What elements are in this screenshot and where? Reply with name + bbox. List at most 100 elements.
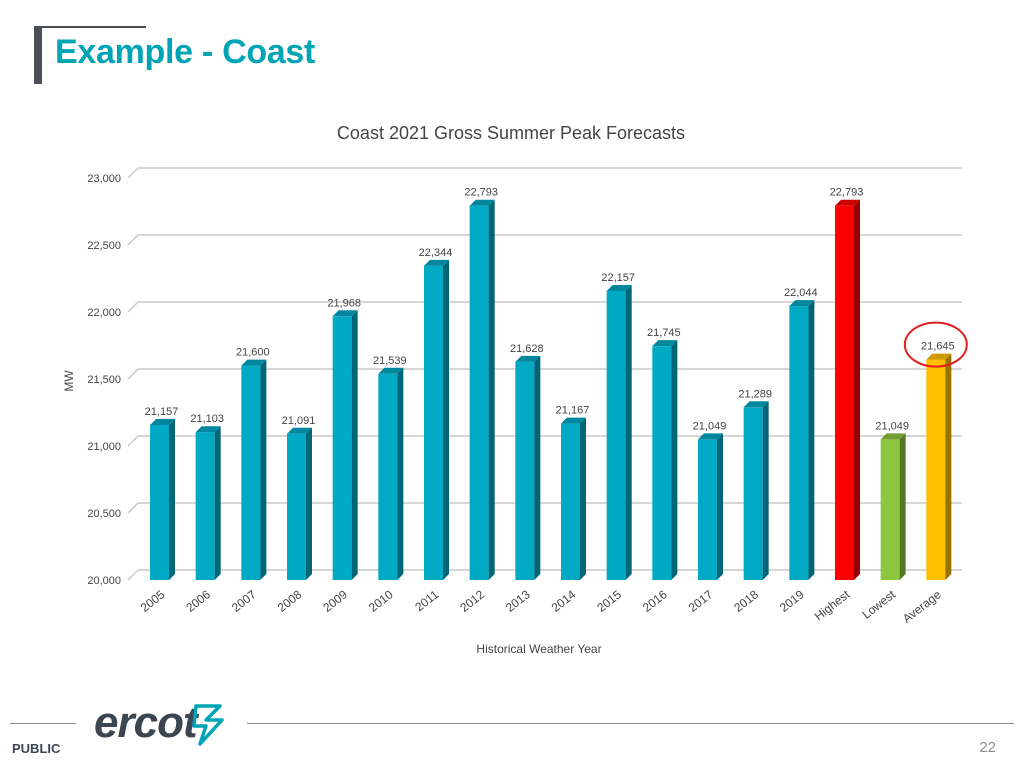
bar-2015 bbox=[606, 284, 632, 580]
page-title: Example - Coast bbox=[55, 33, 316, 71]
x-tick-label: Highest bbox=[812, 587, 853, 623]
bar-top bbox=[287, 427, 312, 434]
x-tick-label: 2016 bbox=[640, 587, 670, 615]
x-tick-label: 2015 bbox=[594, 587, 624, 615]
bar-front bbox=[424, 265, 443, 580]
bar-front bbox=[789, 306, 809, 580]
y-tick-label: 20,000 bbox=[87, 575, 121, 587]
bar-side bbox=[671, 340, 678, 580]
bar-top bbox=[926, 353, 952, 360]
bar-chart: Coast 2021 Gross Summer Peak Forecasts 2… bbox=[62, 123, 968, 656]
bar-side bbox=[625, 284, 632, 580]
bar-front bbox=[835, 205, 854, 580]
data-label: 21,745 bbox=[647, 327, 681, 339]
data-label: 21,157 bbox=[145, 406, 179, 418]
x-axis-label: Historical Weather Year bbox=[476, 642, 601, 656]
bar-front bbox=[150, 424, 169, 580]
bar-2006 bbox=[195, 426, 221, 580]
bar-top bbox=[789, 300, 815, 307]
bar-top bbox=[606, 284, 632, 291]
bar-top bbox=[515, 355, 541, 362]
chart-title: Coast 2021 Gross Summer Peak Forecasts bbox=[337, 123, 685, 143]
bar-2010 bbox=[378, 367, 404, 580]
bar-lowest bbox=[880, 433, 906, 580]
bar-2007 bbox=[241, 359, 267, 580]
x-tick-label: 2005 bbox=[138, 587, 168, 615]
data-label: 21,968 bbox=[327, 297, 361, 309]
bar-front bbox=[195, 432, 215, 580]
bar-side bbox=[306, 427, 312, 580]
data-label: 22,344 bbox=[419, 247, 453, 259]
footer-rule-left bbox=[10, 723, 76, 724]
bar-side bbox=[899, 433, 906, 580]
gridline-depth bbox=[127, 368, 139, 380]
y-axis-ticks: 20,000 20,500 21,000 21,500 22,000 22,500 23,0… bbox=[87, 173, 121, 587]
data-label: 21,645 bbox=[921, 341, 955, 353]
x-tick-label: 2017 bbox=[686, 587, 716, 615]
bar-front bbox=[469, 205, 489, 580]
bar-front bbox=[515, 361, 535, 580]
bar-side bbox=[488, 199, 495, 580]
bar-top bbox=[561, 417, 586, 424]
bar-side bbox=[214, 426, 221, 580]
y-tick-label: 22,000 bbox=[87, 307, 121, 319]
bar-side bbox=[443, 259, 449, 580]
bar-front bbox=[332, 316, 352, 580]
bar-2017 bbox=[698, 433, 723, 580]
x-tick-label: 2018 bbox=[731, 587, 761, 615]
x-tick-label: 2012 bbox=[457, 587, 487, 615]
x-tick-label: 2006 bbox=[183, 587, 213, 615]
x-tick-label: 2010 bbox=[366, 587, 396, 615]
bar-2011 bbox=[424, 259, 449, 580]
bar-2019 bbox=[789, 300, 815, 580]
bar-side bbox=[580, 417, 586, 580]
bar-side bbox=[351, 310, 358, 580]
bar-side bbox=[397, 367, 404, 580]
x-tick-label: 2008 bbox=[275, 587, 305, 615]
x-axis-ticks: 2005 2006 2007 2008 2009 2010 2011 2012 2013 2014… bbox=[138, 587, 944, 626]
x-tick-label: 2013 bbox=[503, 587, 533, 615]
x-tick-label: 2007 bbox=[229, 587, 259, 615]
bar-side bbox=[169, 418, 175, 580]
bar-front bbox=[880, 439, 900, 580]
data-label: 22,157 bbox=[601, 272, 635, 284]
gridline-depth bbox=[127, 167, 139, 179]
bar-side bbox=[260, 359, 267, 580]
bar-average bbox=[926, 353, 952, 580]
data-label: 21,628 bbox=[510, 343, 544, 355]
bar-2005 bbox=[150, 418, 175, 580]
data-label: 21,049 bbox=[693, 420, 727, 432]
bar-top bbox=[652, 340, 678, 347]
x-tick-label: Average bbox=[900, 587, 944, 626]
bar-2012 bbox=[469, 199, 495, 580]
bar-2018 bbox=[743, 401, 769, 580]
bar-top bbox=[835, 199, 860, 206]
bar-2013 bbox=[515, 355, 541, 580]
bar-top bbox=[880, 433, 906, 440]
y-tick-label: 22,500 bbox=[87, 240, 121, 252]
ercot-bolt-icon bbox=[192, 704, 224, 746]
gridline-depth bbox=[127, 569, 139, 581]
bar-top bbox=[150, 418, 175, 425]
bar-top bbox=[378, 367, 404, 374]
bar-front bbox=[606, 290, 626, 580]
data-label: 22,793 bbox=[830, 187, 864, 199]
y-axis-label: MW bbox=[62, 370, 76, 392]
bar-side bbox=[534, 355, 541, 580]
data-label: 21,600 bbox=[236, 347, 270, 359]
x-tick-label: 2011 bbox=[412, 587, 441, 614]
bar-front bbox=[561, 423, 580, 580]
data-label: 22,793 bbox=[464, 187, 498, 199]
data-label: 21,539 bbox=[373, 355, 407, 367]
title-accent-rule bbox=[42, 26, 146, 28]
bar-side bbox=[945, 353, 952, 580]
data-label: 21,289 bbox=[738, 388, 772, 400]
bar-2016 bbox=[652, 340, 678, 580]
page-number: 22 bbox=[979, 739, 996, 756]
data-labels: 21,157 21,103 21,600 21,091 21,968 21,539 22,3… bbox=[145, 187, 955, 433]
x-tick-label: 2019 bbox=[777, 587, 807, 615]
data-label: 21,049 bbox=[875, 420, 909, 432]
public-label: PUBLIC bbox=[12, 741, 61, 756]
bar-2008 bbox=[287, 427, 312, 580]
gridlines bbox=[127, 167, 962, 581]
